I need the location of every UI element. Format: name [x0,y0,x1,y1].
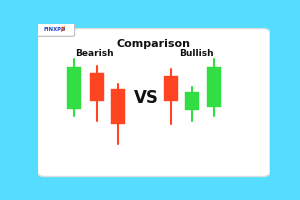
Text: Bearish: Bearish [75,49,114,58]
Text: VS: VS [134,89,159,107]
Text: Bullish: Bullish [179,49,214,58]
FancyBboxPatch shape [33,22,75,36]
Text: FINXPD: FINXPD [43,27,66,32]
FancyBboxPatch shape [67,67,80,109]
FancyBboxPatch shape [111,89,125,124]
FancyBboxPatch shape [90,73,104,101]
FancyBboxPatch shape [164,76,178,101]
FancyBboxPatch shape [38,29,270,176]
Text: ✗: ✗ [59,25,66,34]
Text: Comparison: Comparison [117,39,191,49]
FancyBboxPatch shape [185,92,199,110]
FancyBboxPatch shape [207,67,221,107]
